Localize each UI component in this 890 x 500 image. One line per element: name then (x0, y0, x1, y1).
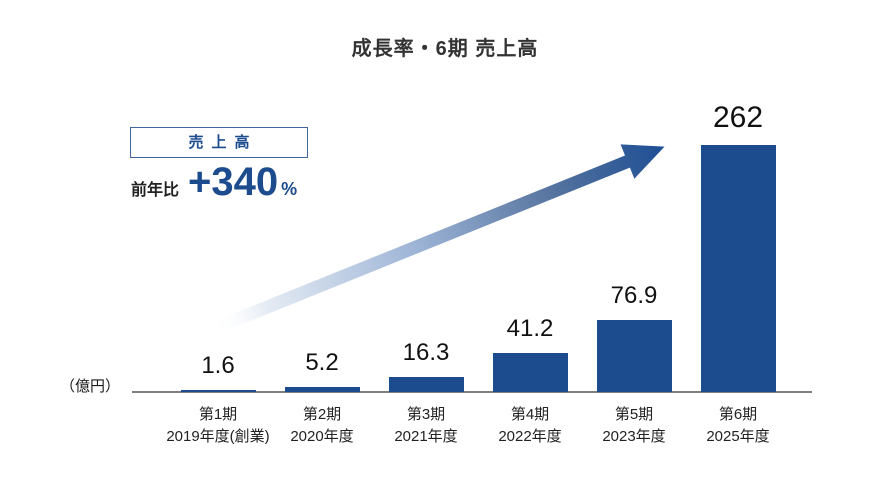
x-axis-label-6: 第6期 2025年度 (668, 404, 808, 448)
bar-3 (388, 377, 464, 392)
bar-5 (596, 320, 672, 392)
year-label: 2020年度 (290, 428, 354, 445)
year-label: 2022年度 (498, 428, 562, 445)
yoy-percent-sign: % (281, 179, 298, 199)
x-axis-label-1: 第1期 2019年度(創業) (148, 404, 288, 448)
period-label: 第5期 (614, 406, 654, 423)
period-label: 第1期 (198, 406, 238, 423)
value-label-4: 41.2 (506, 315, 554, 342)
yoy-value: +340 (188, 160, 279, 204)
bar-6 (700, 145, 776, 392)
legend-label: 売上高 (188, 134, 258, 151)
value-label-6: 262 (712, 101, 764, 134)
x-axis-label-2: 第2期 2020年度 (252, 404, 392, 448)
bar-2 (284, 387, 360, 392)
period-label: 第2期 (302, 406, 342, 423)
bar-4 (492, 353, 568, 392)
x-axis-label-3: 第3期 2021年度 (356, 404, 496, 448)
x-axis-line (132, 391, 812, 393)
year-label: 2023年度 (602, 428, 666, 445)
x-axis-label-5: 第5期 2023年度 (564, 404, 704, 448)
yoy-annotation: 前年比 +340 % (131, 162, 297, 202)
year-label: 2025年度 (706, 428, 770, 445)
value-label-2: 5.2 (305, 349, 339, 376)
year-label: 2021年度 (394, 428, 458, 445)
period-label: 第3期 (406, 406, 446, 423)
period-label: 第4期 (510, 406, 550, 423)
value-label-5: 76.9 (610, 282, 658, 309)
yoy-prefix-label: 前年比 (131, 182, 180, 199)
value-label-1: 1.6 (201, 352, 235, 379)
legend-box: 売上高 (130, 127, 308, 158)
y-axis-unit-label: （億円） (60, 378, 121, 395)
x-axis-label-4: 第4期 2022年度 (460, 404, 600, 448)
bar-1 (180, 390, 256, 392)
year-label: 2019年度(創業) (166, 428, 270, 445)
value-label-3: 16.3 (402, 339, 450, 366)
chart-title: 成長率・6期 売上高 (351, 38, 539, 60)
period-label: 第6期 (718, 406, 758, 423)
